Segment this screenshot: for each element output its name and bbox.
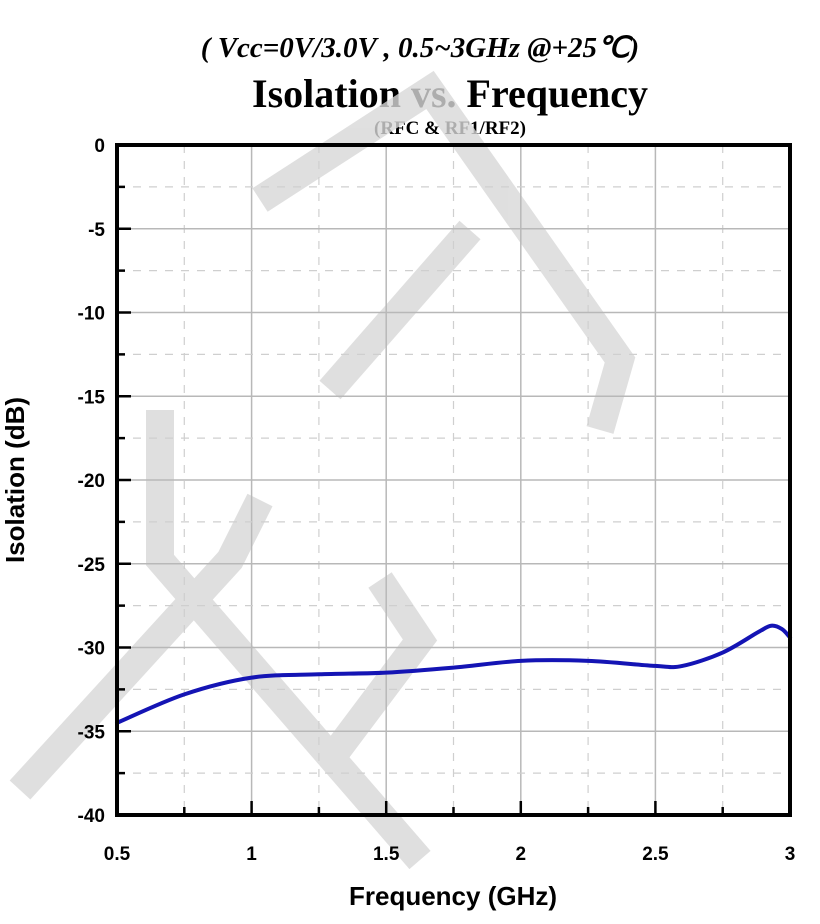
y-tick-label: -25: [78, 555, 106, 576]
x-tick-label: 1: [246, 844, 257, 865]
chart-subtitle-top: ( Vcc=0V/3.0V , 0.5~3GHz @+25℃): [200, 32, 640, 64]
y-tick-label: 0: [94, 136, 105, 157]
x-tick-label: 0.5: [104, 844, 131, 865]
y-tick-label: -30: [78, 639, 105, 660]
y-tick-label: -5: [88, 220, 105, 241]
x-tick-label: 3: [785, 844, 796, 865]
y-axis-label: Isolation (dB): [0, 397, 30, 563]
grid: [116, 144, 791, 816]
y-tick-label: -40: [78, 806, 105, 827]
series-line-isolation: [115, 623, 792, 725]
y-tick-label: -15: [78, 387, 106, 408]
x-tick-label: 2.5: [642, 844, 669, 865]
x-axis-label: Frequency (GHz): [349, 881, 557, 911]
y-tick-label: -20: [78, 471, 105, 492]
y-tick-label: -10: [78, 304, 105, 325]
x-tick-label: 2: [516, 844, 527, 865]
x-tick-label: 1.5: [373, 844, 400, 865]
watermark: [9, 70, 636, 870]
plot-frame: [115, 143, 792, 817]
ticks: 0.5 1 1.5 2 2.5 3 0 -5 -10 -15 -20 -25 -30 -35 -40: [78, 136, 796, 865]
y-tick-label: -35: [78, 722, 106, 743]
